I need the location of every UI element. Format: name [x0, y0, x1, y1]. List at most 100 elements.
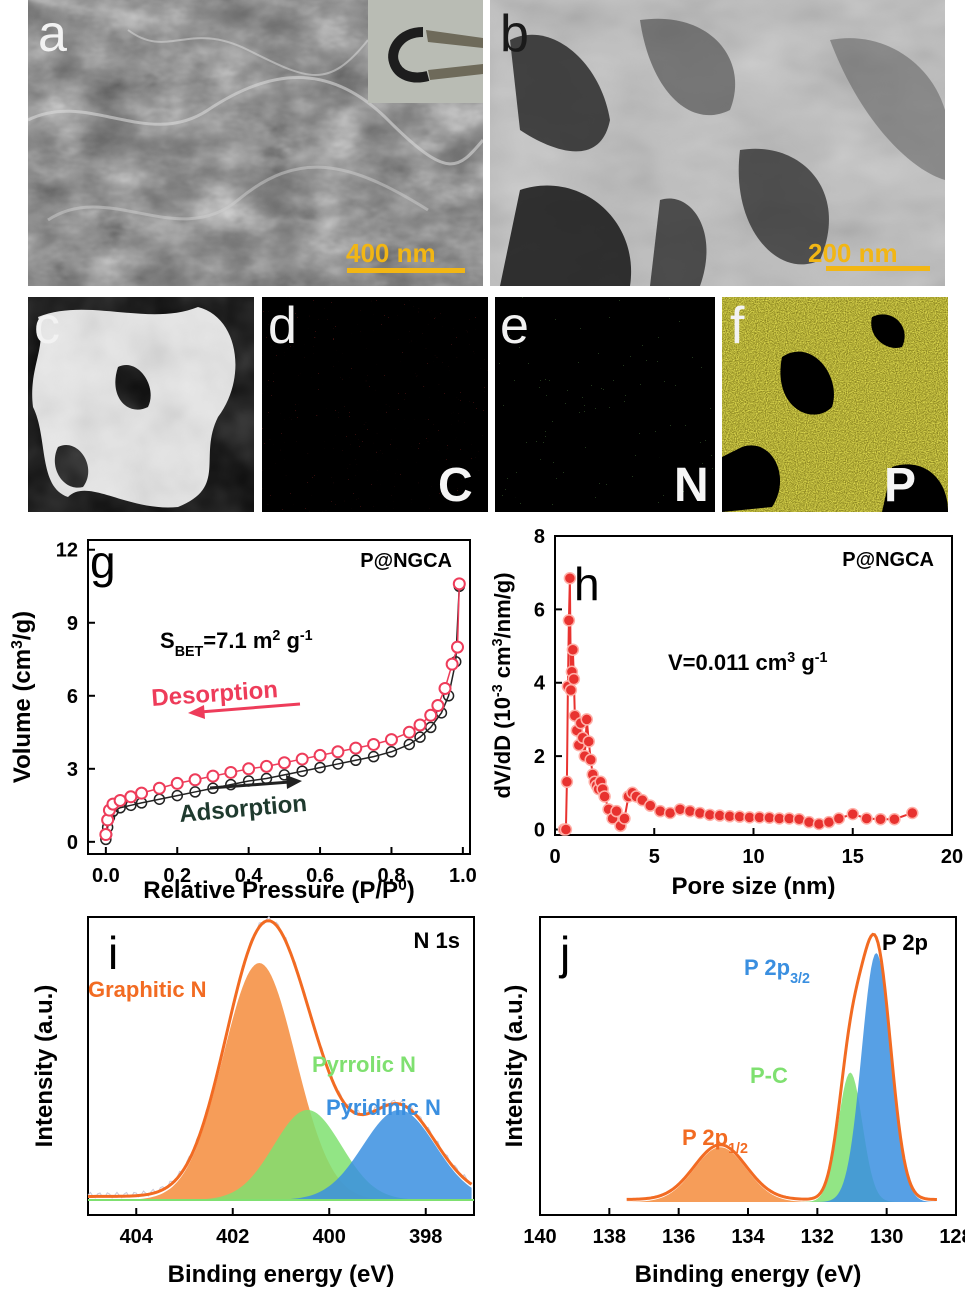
- pyridinic-label: Pyridinic N: [326, 1095, 441, 1120]
- chart-j: 140 138 136 134 132 130 128 Binding energy (eV)…: [501, 916, 965, 1288]
- bet-annotation: SBET=7.1 m2 g-1: [160, 628, 313, 660]
- panel-label-a: a: [38, 5, 67, 63]
- x-tick-label: 0.0: [92, 865, 120, 887]
- stem-image: [28, 297, 254, 512]
- y-axis-label: Intensity (a.u.): [501, 985, 528, 1148]
- adsorption-point: [332, 758, 344, 770]
- pore-point: [683, 804, 697, 818]
- x-tick-label: 0.6: [306, 865, 334, 887]
- pore-point: [563, 571, 577, 585]
- desorption-arrow: [199, 702, 301, 714]
- pore-point: [582, 735, 595, 748]
- x-tick-label: 136: [662, 1226, 695, 1248]
- x-tick-label: 0: [549, 846, 560, 868]
- adsorption-point: [403, 738, 416, 751]
- peak-1: [88, 1109, 472, 1200]
- x-tick-label: 138: [593, 1226, 626, 1248]
- element-label-p: P: [884, 459, 917, 512]
- desorption-point: [445, 657, 459, 671]
- pore-point: [802, 815, 816, 829]
- envelope-line: [87, 919, 473, 1198]
- y-tick-label: 2: [534, 746, 545, 768]
- pore-point: [566, 643, 580, 656]
- panel-label-e: e: [500, 297, 529, 355]
- scale-bar-b: [826, 266, 930, 271]
- scale-label-b: 200 nm: [808, 238, 898, 268]
- y-tick-label: 4: [534, 673, 546, 695]
- desorption-point: [152, 781, 166, 795]
- desorption-point: [451, 640, 465, 654]
- chart-i: 404 402 400 398 Binding energy (eV) Intensity…: [31, 915, 475, 1288]
- pore-point: [644, 799, 657, 812]
- desorption-point: [424, 708, 438, 722]
- panel-label-i: i: [108, 927, 118, 979]
- adsorption-point: [414, 731, 426, 743]
- adsorption-point: [367, 750, 380, 763]
- y-tick-label: 6: [67, 686, 78, 708]
- scale-bar-a: [347, 268, 465, 273]
- x-tick-label: 398: [409, 1226, 442, 1248]
- pore-point: [598, 790, 611, 803]
- adsorption-arrow: [209, 780, 291, 790]
- y-axis-label: dV/dD (10-3 cm3/nm/g): [490, 572, 515, 798]
- desorption-point: [113, 793, 127, 807]
- x-tick-label: 128: [939, 1226, 965, 1248]
- pore-point: [564, 683, 578, 697]
- x-tick-label: 140: [523, 1226, 556, 1248]
- adsorption-point: [314, 761, 326, 774]
- pore-point: [610, 804, 623, 818]
- panel-label-g: g: [90, 536, 116, 588]
- adsorption-point: [278, 769, 291, 781]
- desorption-arrowhead: [188, 705, 205, 719]
- x-axis-label: Binding energy (eV): [635, 1261, 862, 1288]
- x-axis-label: Binding energy (eV): [168, 1261, 395, 1288]
- plot-frame: [87, 539, 471, 855]
- desorption-point: [349, 741, 363, 755]
- x-tick-label: 400: [313, 1226, 346, 1248]
- desorption-point: [413, 718, 427, 732]
- desorption-point: [260, 759, 274, 773]
- desorption-point: [242, 762, 256, 776]
- pore-point: [693, 806, 707, 820]
- x-axis-label: Relative Pressure (P/P0): [143, 877, 415, 905]
- desorption-point: [367, 737, 381, 751]
- adsorption-point: [296, 765, 308, 777]
- pore-point: [812, 817, 826, 831]
- volume-annotation: V=0.011 cm3 g-1: [668, 650, 828, 675]
- x-tick-label: 0.4: [235, 865, 264, 887]
- chart-title-j: P 2p: [882, 930, 928, 955]
- carbon-map: [262, 297, 488, 512]
- x-tick-label: 10: [742, 846, 764, 868]
- pore-point: [653, 804, 667, 818]
- graphitic-label: Graphitic N: [88, 977, 207, 1002]
- adsorption-point: [189, 786, 201, 798]
- y-tick-label: 0: [534, 819, 545, 841]
- panel-label-d: d: [268, 297, 297, 355]
- desorption-point: [188, 773, 202, 787]
- desorption-point: [135, 786, 149, 800]
- nitrogen-map: [495, 297, 715, 512]
- desorption-point: [124, 790, 138, 804]
- x-tick-label: 134: [731, 1226, 765, 1248]
- panel-label-f: f: [730, 297, 745, 355]
- pore-distribution-line: [563, 578, 913, 831]
- desorption-point: [438, 681, 452, 695]
- y-tick-label: 12: [56, 540, 78, 562]
- tem-image: [490, 0, 945, 286]
- panel-label-j: j: [558, 927, 570, 979]
- x-tick-label: 402: [216, 1226, 249, 1248]
- adsorption-arrowhead: [286, 775, 302, 789]
- adsorption-point: [385, 746, 398, 758]
- x-tick-label: 0.8: [378, 865, 406, 887]
- x-tick-label: 404: [120, 1226, 154, 1248]
- p12-label: P 2p1/2: [682, 1125, 748, 1157]
- y-tick-label: 0: [67, 832, 78, 854]
- pore-point: [567, 672, 581, 686]
- x-tick-label: 5: [649, 846, 660, 868]
- peak-0: [626, 1147, 937, 1202]
- x-tick-label: 20: [941, 846, 963, 868]
- pore-point: [860, 812, 873, 825]
- desorption-point: [331, 745, 345, 759]
- pore-point: [580, 713, 594, 726]
- envelope-line: [626, 932, 937, 1201]
